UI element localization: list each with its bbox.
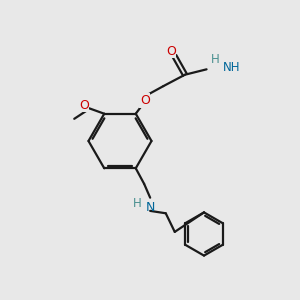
Text: H: H: [211, 53, 219, 66]
Text: N: N: [146, 201, 155, 214]
Text: O: O: [140, 94, 150, 107]
Text: NH: NH: [223, 61, 241, 74]
Text: H: H: [133, 197, 142, 210]
Text: O: O: [79, 99, 89, 112]
Text: O: O: [166, 45, 176, 58]
